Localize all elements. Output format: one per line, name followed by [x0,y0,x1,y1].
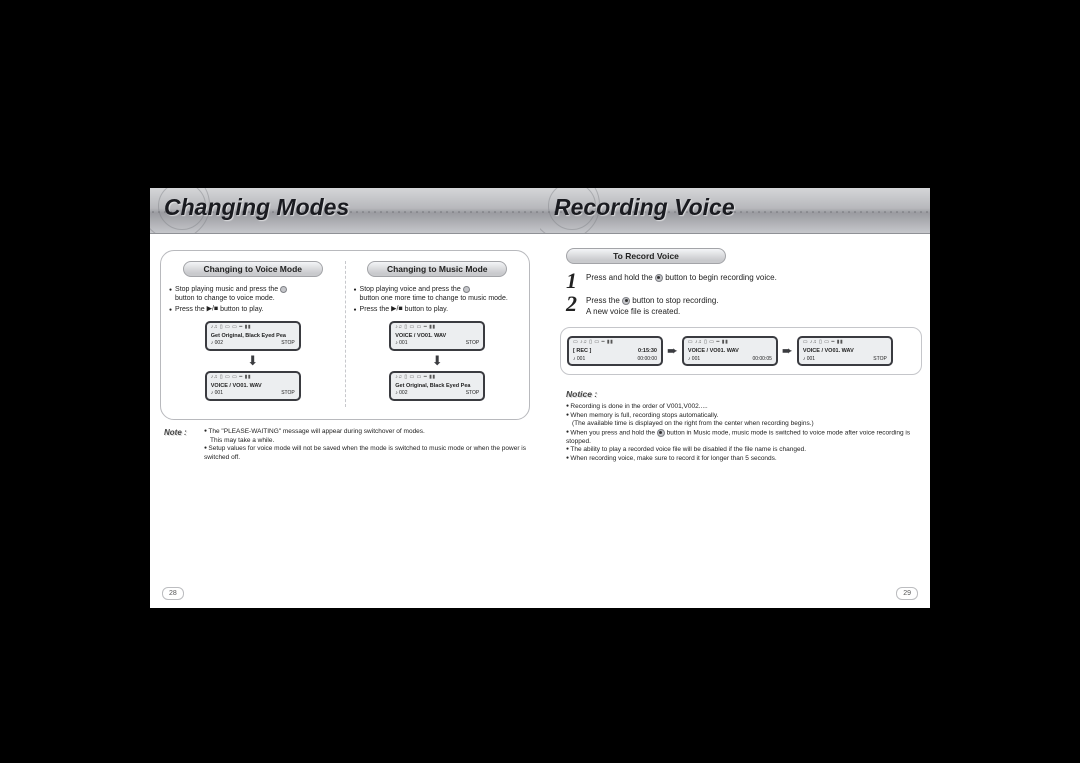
col-music-mode: Changing to Music Mode Stop playing voic… [345,261,530,407]
lcd-screen: ♪♫ ▯ ▭ ▭ ━ ▮▮ Get Original, Black Eyed P… [205,321,301,351]
lcd-screen: ▭ ♪♫ ▯ ▭ ━ ▮▮ [ REC ]0:15:30 00100:00:00 [567,336,663,366]
manual-spread: Changing Modes Changing to Voice Mode St… [150,188,930,608]
down-arrow-icon: ⬇ [169,356,337,366]
lcd-screen: ♪♫ ▯ ▭ ▭ ━ ▮▮ Get Original, Black Eyed P… [389,371,485,401]
lcd-screen: ♪♫ ▯ ▭ ▭ ━ ▮▮ VOICE / VO01. WAV ♪ 001STO… [205,371,301,401]
rec-menu-icon [280,286,287,293]
instruction: Stop playing music and press the button … [169,285,337,304]
lcd-screen: ▭ ♪♫ ▯ ▭ ━ ▮▮ VOICE / VO01. WAV 00100:00… [682,336,778,366]
notice-list: Recording is done in the order of V001,V… [566,403,912,463]
notice-item: Recording is done in the order of V001,V… [566,403,912,411]
step-1: 1 Press and hold the button to begin rec… [566,272,910,290]
notice-block: Notice : Recording is done in the order … [566,389,912,463]
lcd-sequence: ▭ ♪♫ ▯ ▭ ━ ▮▮ [ REC ]0:15:30 00100:00:00… [560,327,922,375]
note-item: Setup values for voice mode will not be … [204,445,526,463]
down-arrow-icon: ⬇ [354,356,522,366]
notice-item: The ability to play a recorded voice fil… [566,446,912,454]
lcd-screen: ♪♫ ▯ ▭ ▭ ━ ▮▮ VOICE / VO01. WAV ♪ 001STO… [389,321,485,351]
play-stop-icon: ▶/■ [391,304,403,313]
page-29: Recording Voice To Record Voice 1 Press … [540,188,930,608]
note-label: Note : [164,428,204,463]
notice-item: When recording voice, make sure to recor… [566,455,912,463]
rec-button-icon [622,297,630,305]
subheading-pill: To Record Voice [566,248,726,264]
page-title: Changing Modes [164,194,349,221]
play-stop-icon: ▶/■ [207,304,219,313]
right-arrow-icon: ➨ [782,343,793,359]
notice-item: When memory is full, recording stops aut… [566,412,912,429]
page-title: Recording Voice [554,194,735,221]
steps-block: 1 Press and hold the button to begin rec… [566,272,910,317]
note-list: The "PLEASE-WAITING" message will appear… [204,428,526,463]
rec-button-icon [657,429,665,437]
page-28: Changing Modes Changing to Voice Mode St… [150,188,540,608]
instruction: Press the ▶/■ button to play. [354,305,522,315]
note-block: Note : The "PLEASE-WAITING" message will… [164,428,526,463]
modes-box: Changing to Voice Mode Stop playing musi… [160,250,530,420]
note-item: The "PLEASE-WAITING" message will appear… [204,428,526,446]
subheading-pill: Changing to Voice Mode [183,261,323,277]
notice-item: When you press and hold the button in Mu… [566,429,912,447]
instruction: Stop playing voice and press the button … [354,285,522,304]
page-title-banner: Recording Voice [540,188,930,234]
page-number: 29 [896,587,918,600]
rec-menu-icon [463,286,470,293]
step-2: 2 Press the button to stop recording. A … [566,295,910,317]
right-arrow-icon: ➨ [667,343,678,359]
page-title-banner: Changing Modes [150,188,540,234]
col-voice-mode: Changing to Voice Mode Stop playing musi… [161,261,345,407]
instruction: Press the ▶/■ button to play. [169,305,337,315]
subheading-pill: Changing to Music Mode [367,261,507,277]
rec-button-icon [655,274,663,282]
step-number: 2 [566,295,586,317]
step-number: 1 [566,272,586,290]
lcd-screen: ▭ ♪♫ ▯ ▭ ━ ▮▮ VOICE / VO01. WAV ♪ 001STO… [797,336,893,366]
notice-label: Notice : [566,389,912,400]
page-number: 28 [162,587,184,600]
